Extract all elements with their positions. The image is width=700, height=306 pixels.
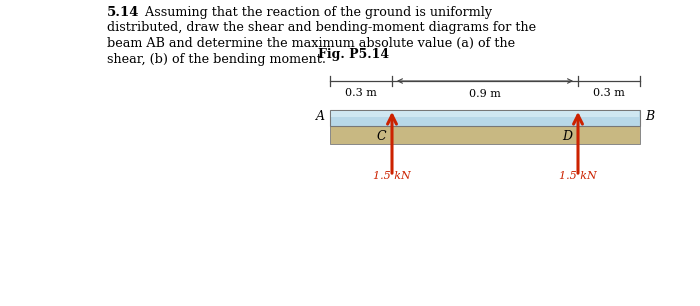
Text: 0.3 m: 0.3 m (593, 88, 625, 98)
Text: 1.5 kN: 1.5 kN (373, 171, 411, 181)
Text: shear, (b) of the bending moment.: shear, (b) of the bending moment. (107, 53, 326, 65)
Text: 5.14: 5.14 (107, 6, 139, 19)
Text: D: D (562, 130, 572, 143)
Bar (330, 110, 640, 126)
Text: B: B (645, 110, 654, 124)
Text: 0.9 m: 0.9 m (469, 89, 501, 99)
Text: C: C (377, 130, 386, 143)
Text: 0.3 m: 0.3 m (345, 88, 377, 98)
Text: beam AB and determine the maximum absolute value (a) of the: beam AB and determine the maximum absolu… (107, 37, 515, 50)
Bar (331, 111, 639, 117)
Bar (330, 126, 640, 144)
Text: Assuming that the reaction of the ground is uniformly: Assuming that the reaction of the ground… (137, 6, 492, 19)
Text: Fig. P5.14: Fig. P5.14 (318, 48, 389, 61)
Text: distributed, draw the shear and bending-moment diagrams for the: distributed, draw the shear and bending-… (107, 21, 536, 35)
Text: A: A (316, 110, 325, 124)
Text: 1.5 kN: 1.5 kN (559, 171, 597, 181)
